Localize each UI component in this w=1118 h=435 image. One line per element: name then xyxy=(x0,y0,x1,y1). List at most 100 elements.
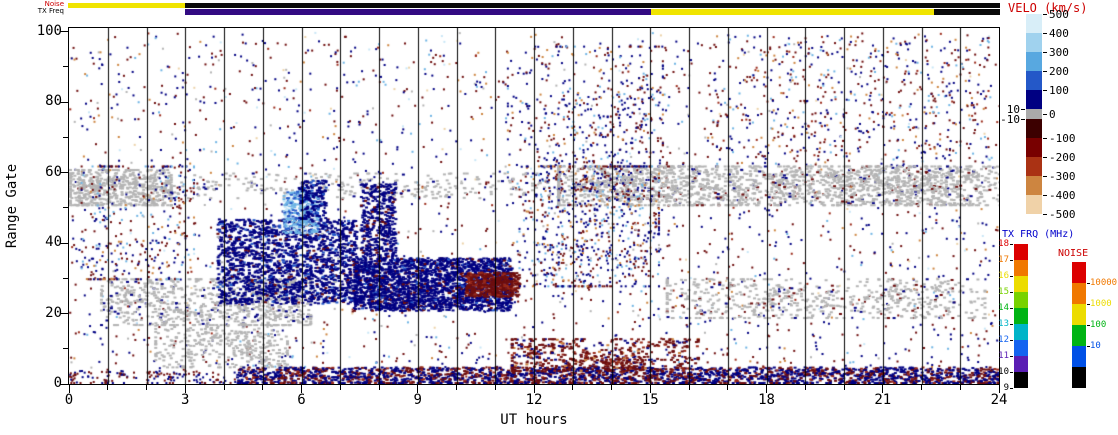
noise-scale-tick xyxy=(1087,304,1090,305)
txfrq-scale-tick xyxy=(1010,292,1013,293)
noise-colorbar-segment xyxy=(1072,325,1086,346)
y-major-tick xyxy=(60,172,68,173)
noise-scale-tick xyxy=(1087,283,1090,284)
velocity-scale-tick xyxy=(1043,195,1047,196)
noise-scale-label: 100 xyxy=(1090,320,1107,330)
x-tick-label: 3 xyxy=(181,392,190,408)
velocity-colorbar-segment xyxy=(1026,14,1042,33)
y-tick-label: 60 xyxy=(45,163,62,180)
plot-area xyxy=(68,27,1000,385)
velocity-scale-tick xyxy=(1021,119,1025,120)
txfreq-bar-label: TX Freq xyxy=(37,7,64,15)
velocity-scale-tick xyxy=(1043,14,1047,15)
noise-colorbar xyxy=(1072,262,1086,388)
velocity-scale-label: 300 xyxy=(1049,46,1069,59)
x-tick-label: 6 xyxy=(297,392,306,408)
noise-colorbar-segment xyxy=(1072,262,1086,283)
txfrq-scale-label: 15 xyxy=(998,287,1009,297)
velocity-scale-tick xyxy=(1043,52,1047,53)
velocity-scale-label: 400 xyxy=(1049,27,1069,40)
velocity-scale-label: 100 xyxy=(1049,84,1069,97)
txfrq-scale-label: 16 xyxy=(998,271,1009,281)
velocity-scale-label: -500 xyxy=(1049,208,1076,221)
txfreq-bar-segment xyxy=(650,9,934,15)
x-major-tick xyxy=(533,385,535,393)
y-tick-label: 20 xyxy=(45,304,62,321)
txfrq-scale-tick xyxy=(1010,356,1013,357)
x-minor-tick xyxy=(843,385,845,390)
velocity-scale-tick xyxy=(1043,90,1047,91)
x-major-tick xyxy=(417,385,419,393)
y-minor-tick xyxy=(63,277,68,279)
y-major-tick xyxy=(60,101,68,103)
velocity-scale-tick xyxy=(1043,138,1047,139)
y-tick-label: 80 xyxy=(45,93,62,110)
txfrq-colorbar xyxy=(1014,244,1028,388)
noise-colorbar-segment xyxy=(1072,367,1086,388)
x-minor-tick xyxy=(727,385,729,390)
noise-colorbar-segment xyxy=(1072,346,1086,367)
scatter-canvas xyxy=(69,28,999,384)
y-major-tick xyxy=(60,313,68,314)
velocity-scale-tick xyxy=(1043,157,1047,158)
txfrq-scale-tick xyxy=(1010,276,1013,277)
x-tick-label: 18 xyxy=(758,392,775,408)
noise-scale-tick xyxy=(1087,346,1090,347)
y-minor-tick xyxy=(63,136,68,138)
x-tick-label: 21 xyxy=(874,392,892,408)
velocity-scale-label: -300 xyxy=(1049,170,1076,183)
y-tick-label: 100 xyxy=(36,22,62,39)
txfrq-scale-tick xyxy=(1010,244,1013,245)
y-tick-label: 40 xyxy=(45,234,62,250)
noise-colorbar-segment xyxy=(1072,283,1086,304)
x-minor-tick xyxy=(572,385,574,390)
txfrq-scale-label: 13 xyxy=(998,319,1009,329)
txfrq-scale-label: 18 xyxy=(998,239,1009,249)
velocity-colorbar-segment xyxy=(1026,109,1042,119)
y-major-tick xyxy=(60,383,68,385)
velocity-scale-tick xyxy=(1021,109,1025,110)
txfrq-colorbar-segment xyxy=(1014,308,1028,324)
velocity-scale-label: 0 xyxy=(1049,108,1056,121)
x-minor-tick xyxy=(378,385,380,390)
x-minor-tick xyxy=(959,385,961,390)
txfrq-colorbar-title: TX FRQ (MHz) xyxy=(1002,229,1075,240)
x-minor-tick xyxy=(223,385,225,390)
velocity-scale-tick xyxy=(1043,33,1047,34)
velocity-scale-label: 200 xyxy=(1049,65,1069,78)
velocity-scale-tick xyxy=(1043,71,1047,72)
noise-scale-tick xyxy=(1087,325,1090,326)
txfrq-scale-label: 17 xyxy=(998,255,1009,265)
x-tick-label: 24 xyxy=(990,392,1008,408)
txfrq-colorbar-segment xyxy=(1014,372,1028,388)
velocity-colorbar-segment xyxy=(1026,195,1042,214)
x-minor-tick xyxy=(107,385,109,390)
x-major-tick xyxy=(184,385,186,393)
x-tick-label: 0 xyxy=(64,392,74,408)
txfrq-colorbar-segment xyxy=(1014,324,1028,340)
velocity-colorbar-segment xyxy=(1026,71,1042,90)
velocity-scale-label: -200 xyxy=(1049,151,1076,164)
noise-scale-label: 10 xyxy=(1090,341,1101,351)
velocity-colorbar xyxy=(1026,14,1042,214)
velocity-colorbar-segment xyxy=(1026,90,1042,109)
velocity-colorbar-title: VELO (km/s) xyxy=(1008,1,1088,15)
x-minor-tick xyxy=(688,385,690,390)
txfrq-scale-tick xyxy=(1010,308,1013,309)
y-tick-label: 0 xyxy=(53,375,62,391)
x-axis-title: UT hours xyxy=(500,412,568,428)
txfrq-colorbar-segment xyxy=(1014,260,1028,276)
noise-scale-label: 10000 xyxy=(1090,278,1118,288)
noise-colorbar-segment xyxy=(1072,304,1086,325)
y-minor-tick xyxy=(63,207,68,209)
y-major-tick xyxy=(60,31,68,33)
txfrq-colorbar-segment xyxy=(1014,276,1028,292)
x-minor-tick xyxy=(804,385,806,390)
txfrq-colorbar-segment xyxy=(1014,244,1028,260)
x-major-tick xyxy=(301,385,302,393)
txfrq-scale-label: 9 xyxy=(1003,383,1009,393)
x-minor-tick xyxy=(921,385,922,390)
txfreq-indicator-bar xyxy=(68,9,1000,15)
x-minor-tick xyxy=(146,385,147,390)
